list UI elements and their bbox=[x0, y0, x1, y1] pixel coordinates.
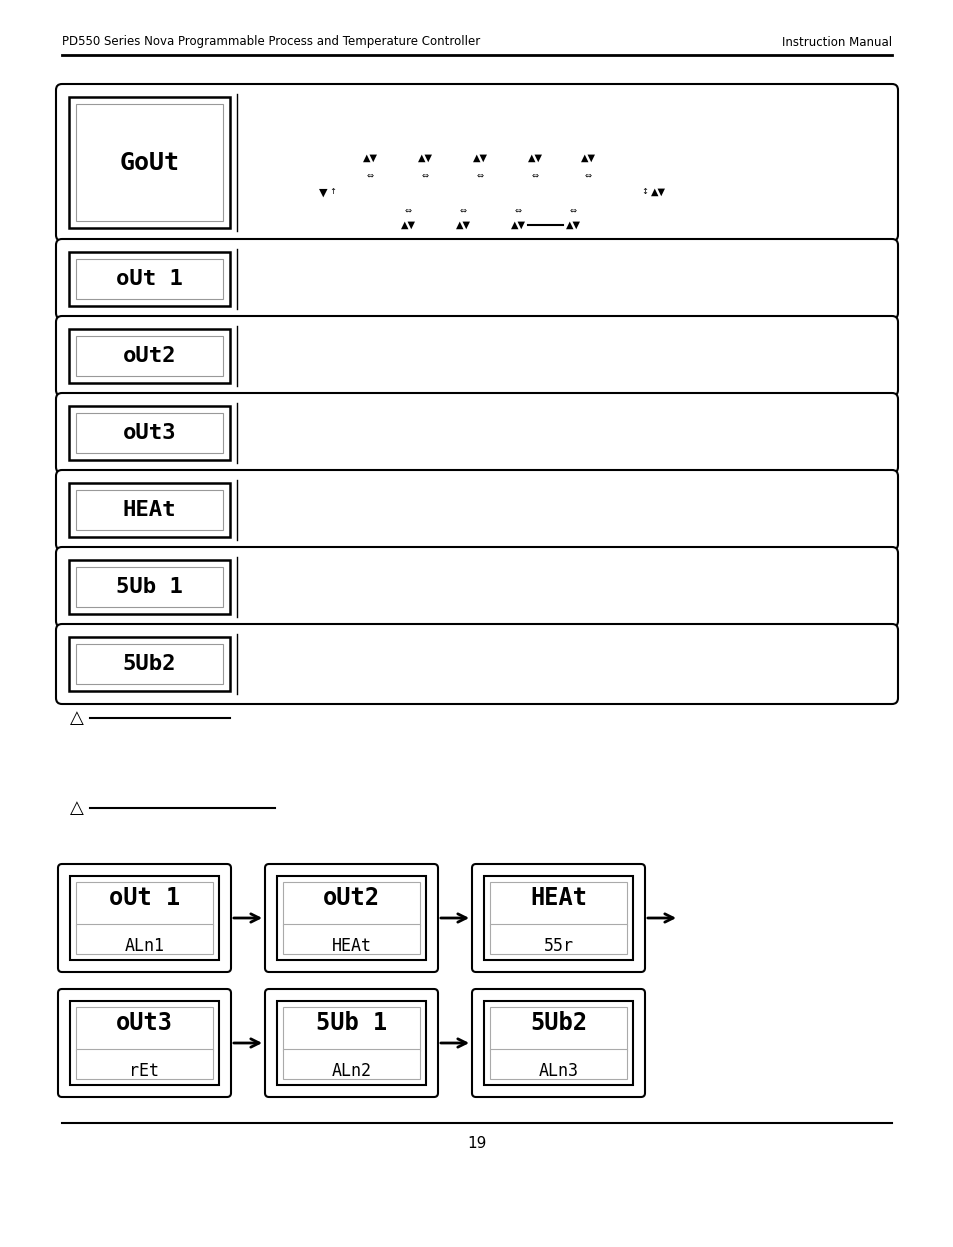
Bar bbox=[283, 1008, 419, 1051]
Text: 5Ub2: 5Ub2 bbox=[123, 653, 176, 673]
Bar bbox=[69, 252, 230, 306]
Bar bbox=[76, 882, 213, 927]
FancyBboxPatch shape bbox=[56, 84, 897, 241]
Text: ⇔: ⇔ bbox=[459, 206, 466, 214]
Bar bbox=[276, 875, 426, 960]
Bar bbox=[76, 335, 223, 377]
Bar bbox=[69, 97, 230, 228]
FancyBboxPatch shape bbox=[265, 864, 437, 971]
Text: ⇔: ⇔ bbox=[366, 171, 374, 180]
Text: ▼: ▼ bbox=[318, 188, 327, 198]
Text: HEAt: HEAt bbox=[530, 887, 586, 910]
Text: 5Ub2: 5Ub2 bbox=[530, 1011, 586, 1035]
Text: ⇔: ⇔ bbox=[404, 206, 411, 214]
Text: △: △ bbox=[70, 799, 84, 817]
Bar bbox=[69, 560, 230, 614]
Text: ALn3: ALn3 bbox=[537, 1062, 578, 1080]
Bar bbox=[283, 882, 419, 927]
Bar bbox=[76, 567, 223, 607]
FancyBboxPatch shape bbox=[56, 239, 897, 319]
Text: Instruction Manual: Instruction Manual bbox=[781, 35, 891, 49]
Text: oUt2: oUt2 bbox=[123, 345, 176, 367]
Text: HEAt: HEAt bbox=[331, 936, 371, 955]
Bar bbox=[76, 1008, 213, 1051]
Bar bbox=[69, 329, 230, 383]
Text: ▲▼: ▲▼ bbox=[417, 153, 432, 163]
Bar bbox=[69, 483, 230, 537]
Text: ▲▼: ▲▼ bbox=[650, 187, 665, 197]
Text: GoUt: GoUt bbox=[119, 151, 179, 175]
Text: ALn1: ALn1 bbox=[125, 936, 164, 955]
Bar bbox=[76, 413, 223, 453]
Text: ALn2: ALn2 bbox=[331, 1062, 371, 1080]
Text: ▲▼: ▲▼ bbox=[527, 153, 542, 163]
Bar bbox=[76, 643, 223, 685]
Text: PD550 Series Nova Programmable Process and Temperature Controller: PD550 Series Nova Programmable Process a… bbox=[62, 35, 479, 49]
Bar bbox=[76, 490, 223, 530]
Text: ⇔: ⇔ bbox=[514, 206, 521, 214]
Bar bbox=[490, 882, 626, 927]
Text: ▲▼: ▲▼ bbox=[455, 219, 470, 229]
FancyBboxPatch shape bbox=[56, 470, 897, 550]
FancyBboxPatch shape bbox=[472, 864, 644, 971]
FancyBboxPatch shape bbox=[58, 864, 231, 971]
Text: oUt3: oUt3 bbox=[116, 1011, 172, 1035]
Text: 19: 19 bbox=[467, 1136, 486, 1151]
Text: ▲▼: ▲▼ bbox=[472, 153, 487, 163]
Text: HEAt: HEAt bbox=[123, 500, 176, 520]
Text: 5Ub 1: 5Ub 1 bbox=[116, 577, 183, 597]
FancyBboxPatch shape bbox=[56, 547, 897, 627]
Text: ↕: ↕ bbox=[640, 187, 648, 197]
Text: ▲▼: ▲▼ bbox=[400, 219, 416, 229]
Text: ⇔: ⇔ bbox=[584, 171, 591, 180]
Text: oUt 1: oUt 1 bbox=[109, 887, 180, 910]
Bar bbox=[483, 1001, 633, 1085]
FancyBboxPatch shape bbox=[56, 393, 897, 473]
Text: ▲▼: ▲▼ bbox=[510, 219, 525, 229]
Bar bbox=[69, 637, 230, 691]
Text: rEt: rEt bbox=[130, 1062, 159, 1080]
Text: ↑: ↑ bbox=[329, 187, 336, 196]
FancyBboxPatch shape bbox=[56, 624, 897, 705]
Bar bbox=[70, 875, 219, 960]
Text: ▲▼: ▲▼ bbox=[362, 153, 377, 163]
FancyBboxPatch shape bbox=[472, 989, 644, 1097]
Bar bbox=[283, 1049, 419, 1079]
Text: ⇔: ⇔ bbox=[476, 171, 483, 180]
Text: ⇔: ⇔ bbox=[531, 171, 537, 180]
Bar bbox=[490, 1008, 626, 1051]
Bar bbox=[76, 1049, 213, 1079]
Text: 55r: 55r bbox=[543, 936, 573, 955]
Bar bbox=[69, 407, 230, 460]
Text: oUt2: oUt2 bbox=[323, 887, 379, 910]
FancyBboxPatch shape bbox=[265, 989, 437, 1097]
Bar bbox=[283, 924, 419, 954]
Text: oUt3: oUt3 bbox=[123, 423, 176, 443]
Bar bbox=[76, 924, 213, 954]
FancyBboxPatch shape bbox=[58, 989, 231, 1097]
Text: 5Ub 1: 5Ub 1 bbox=[315, 1011, 387, 1035]
Bar bbox=[70, 1001, 219, 1085]
Bar bbox=[276, 1001, 426, 1085]
Bar bbox=[76, 104, 223, 221]
Bar bbox=[76, 259, 223, 299]
Bar bbox=[490, 1049, 626, 1079]
Text: ⇔: ⇔ bbox=[569, 206, 576, 214]
Bar bbox=[483, 875, 633, 960]
Text: △: △ bbox=[70, 710, 84, 727]
Bar bbox=[490, 924, 626, 954]
Text: oUt 1: oUt 1 bbox=[116, 269, 183, 289]
FancyBboxPatch shape bbox=[56, 315, 897, 397]
Text: ⇔: ⇔ bbox=[421, 171, 428, 180]
Text: ▲▼: ▲▼ bbox=[565, 219, 579, 229]
Text: ▲▼: ▲▼ bbox=[579, 153, 595, 163]
